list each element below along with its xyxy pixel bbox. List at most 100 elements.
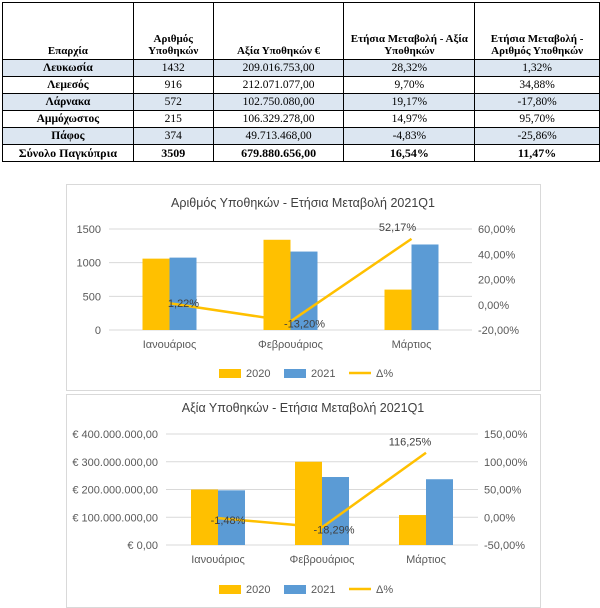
legend-swatch <box>219 369 241 378</box>
cell-count-change: 34,88% <box>474 76 600 94</box>
delta-data-label: -18,29% <box>314 524 355 536</box>
header-value-change: Ετήσια Μεταβολή - Αξία Υποθηκών <box>343 2 476 60</box>
cell-value: 106.329.278,00 <box>212 110 345 128</box>
cell-count-change: -25,86% <box>474 127 600 145</box>
cell-count: 572 <box>132 93 214 111</box>
legend-label: 2020 <box>246 368 270 380</box>
cell-value-change: 28,32% <box>343 59 476 77</box>
cell-district: Αμμόχωστος <box>2 110 134 128</box>
left-axis-tick-label: € 200.000.000,00 <box>72 485 158 497</box>
delta-data-label: 52,17% <box>379 222 417 234</box>
cell-value-change: -4,83% <box>343 127 476 145</box>
table-header-row: Επαρχία Αριθμός Υποθηκών Αξία Υποθηκών €… <box>2 2 600 60</box>
table-row: Πάφος 374 49.713.468,00 -4,83% -25,86% <box>2 127 600 145</box>
header-district: Επαρχία <box>2 2 134 60</box>
header-count-change: Ετήσια Μεταβολή - Αριθμός Υποθηκών <box>474 2 600 60</box>
bar-2020-1 <box>295 461 322 545</box>
cell-count-change: -17,80% <box>474 93 600 111</box>
count-chart: Αριθμός Υποθηκών - Ετήσια Μεταβολή 2021Q… <box>66 184 541 391</box>
right-axis-tick-label: 150,00% <box>484 429 528 441</box>
right-axis-tick-label: 60,00% <box>478 224 516 236</box>
cell-count: 1432 <box>132 59 214 77</box>
cell-value: 102.750.080,00 <box>212 93 345 111</box>
cell-value: 209.016.753,00 <box>212 59 345 77</box>
delta-data-label: 1,22% <box>168 298 199 310</box>
chart-title: Αριθμός Υποθηκών - Ετήσια Μεταβολή 2021Q… <box>171 196 435 210</box>
left-axis-tick-label: € 300.000.000,00 <box>72 457 158 469</box>
bar-2021-2 <box>426 479 453 545</box>
cell-count: 215 <box>132 110 214 128</box>
right-axis-tick-label: -20,00% <box>478 325 519 337</box>
delta-data-label: -13,20% <box>284 318 325 330</box>
legend-label: 2020 <box>246 584 270 596</box>
mortgage-stats-table: Επαρχία Αριθμός Υποθηκών Αξία Υποθηκών €… <box>2 2 600 162</box>
cell-district: Λευκωσία <box>2 59 134 77</box>
cell-value: 49.713.468,00 <box>212 127 345 145</box>
legend-label: 2021 <box>311 584 335 596</box>
right-axis-tick-label: 0,00% <box>484 512 515 524</box>
table-row: Λεμεσός 916 212.071.077,00 9,70% 34,88% <box>2 76 600 94</box>
bar-2020-1 <box>263 239 291 330</box>
category-label: Ιανουάριος <box>191 554 245 566</box>
bar-2020-0 <box>142 258 170 330</box>
right-axis-tick-label: 40,00% <box>478 249 516 261</box>
category-label: Μάρτιος <box>406 554 446 566</box>
left-axis-tick-label: € 400.000.000,00 <box>72 429 158 441</box>
category-label: Φεβρουάριος <box>258 339 323 351</box>
bar-2020-2 <box>399 515 426 545</box>
cell-district: Λεμεσός <box>2 76 134 94</box>
value-chart-svg: Αξία Υποθηκών - Ετήσια Μεταβολή 2021Q1 € … <box>72 401 528 596</box>
delta-line <box>169 237 413 323</box>
header-value: Αξία Υποθηκών € <box>212 2 345 60</box>
cell-value: 679.880.656,00 <box>212 144 345 162</box>
cell-count: 374 <box>132 127 214 145</box>
table-total-row: Σύνολο Παγκύπρια 3509 679.880.656,00 16,… <box>2 144 600 162</box>
delta-data-label: -1,48% <box>211 515 246 527</box>
left-axis-tick-label: € 0,00 <box>127 540 158 552</box>
cell-district: Σύνολο Παγκύπρια <box>2 144 134 162</box>
cell-value-change: 16,54% <box>343 144 476 162</box>
cell-value-change: 14,97% <box>343 110 476 128</box>
delta-line <box>217 451 427 529</box>
bar-2021-2 <box>411 244 439 330</box>
legend-label: 2021 <box>311 368 335 380</box>
cell-count: 916 <box>132 76 214 94</box>
table-row: Λευκωσία 1432 209.016.753,00 28,32% 1,32… <box>2 59 600 77</box>
bar-2021-0 <box>169 257 197 330</box>
cell-count-change: 95,70% <box>474 110 600 128</box>
left-axis-tick-label: 0 <box>95 325 101 337</box>
header-count: Αριθμός Υποθηκών <box>132 2 214 60</box>
legend-label: Δ% <box>376 368 393 380</box>
right-axis-tick-label: -50,00% <box>484 540 525 552</box>
right-axis-tick-label: 0,00% <box>478 300 509 312</box>
left-axis-tick-label: 500 <box>83 291 101 303</box>
table-row: Λάρνακα 572 102.750.080,00 19,17% -17,80… <box>2 93 600 111</box>
left-axis-tick-label: € 100.000.000,00 <box>72 512 158 524</box>
right-axis-tick-label: 100,00% <box>484 457 528 469</box>
legend-swatch <box>219 585 241 594</box>
delta-data-label: 116,25% <box>389 437 432 449</box>
right-axis-tick-label: 20,00% <box>478 275 516 287</box>
cell-count-change: 1,32% <box>474 59 600 77</box>
category-label: Μάρτιος <box>392 339 432 351</box>
bar-2020-2 <box>384 289 412 330</box>
cell-district: Λάρνακα <box>2 93 134 111</box>
cell-district: Πάφος <box>2 127 134 145</box>
cell-count-change: 11,47% <box>474 144 600 162</box>
legend-swatch <box>284 369 306 378</box>
chart-title: Αξία Υποθηκών - Ετήσια Μεταβολή 2021Q1 <box>182 401 425 415</box>
cell-value-change: 9,70% <box>343 76 476 94</box>
right-axis-tick-label: 50,00% <box>484 485 522 497</box>
cell-value: 212.071.077,00 <box>212 76 345 94</box>
bar-2020-0 <box>191 489 218 545</box>
left-axis-tick-label: 1000 <box>77 258 101 270</box>
count-chart-svg: Αριθμός Υποθηκών - Ετήσια Μεταβολή 2021Q… <box>77 196 520 380</box>
value-chart: Αξία Υποθηκών - Ετήσια Μεταβολή 2021Q1 € … <box>66 394 541 608</box>
left-axis-tick-label: 1500 <box>77 224 101 236</box>
category-label: Ιανουάριος <box>143 339 197 351</box>
table-row: Αμμόχωστος 215 106.329.278,00 14,97% 95,… <box>2 110 600 128</box>
legend-label: Δ% <box>376 584 393 596</box>
cell-count: 3509 <box>132 144 214 162</box>
cell-value-change: 19,17% <box>343 93 476 111</box>
legend-swatch <box>284 585 306 594</box>
